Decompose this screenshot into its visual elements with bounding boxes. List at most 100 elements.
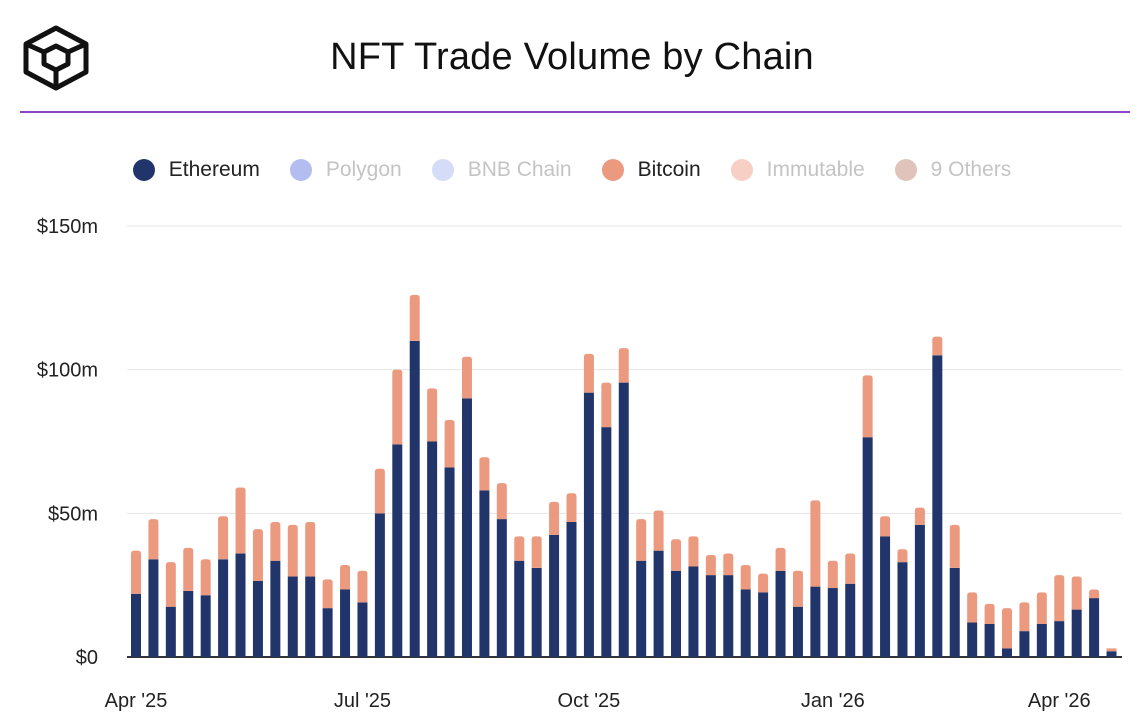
bar-bitcoin[interactable] [305, 521, 316, 577]
bar-bitcoin[interactable] [775, 547, 786, 571]
bar-bitcoin[interactable] [984, 603, 995, 624]
bar-bitcoin[interactable] [1089, 589, 1100, 599]
bar-ethereum[interactable] [165, 606, 176, 657]
bar-bitcoin[interactable] [566, 493, 577, 522]
bar-bitcoin[interactable] [374, 468, 385, 514]
bar-bitcoin[interactable] [357, 570, 368, 603]
bar-bitcoin[interactable] [496, 483, 507, 520]
bar-bitcoin[interactable] [618, 348, 629, 383]
bar-ethereum[interactable] [200, 595, 211, 657]
bar-bitcoin[interactable] [131, 550, 141, 594]
bar-bitcoin[interactable] [740, 565, 751, 590]
bar-ethereum[interactable] [566, 521, 577, 657]
bar-bitcoin[interactable] [461, 356, 472, 399]
bar-bitcoin[interactable] [705, 554, 716, 576]
legend-item-ethereum[interactable]: Ethereum [132, 158, 260, 182]
bar-ethereum[interactable] [618, 382, 629, 657]
bar-ethereum[interactable] [148, 559, 159, 657]
bar-bitcoin[interactable] [1036, 592, 1047, 624]
bar-ethereum[interactable] [845, 583, 856, 657]
bar-ethereum[interactable] [183, 590, 194, 657]
bar-bitcoin[interactable] [1019, 602, 1030, 632]
bar-bitcoin[interactable] [914, 507, 925, 525]
bar-ethereum[interactable] [340, 589, 351, 657]
bar-ethereum[interactable] [967, 622, 978, 657]
bar-bitcoin[interactable] [514, 536, 525, 561]
bar-ethereum[interactable] [1002, 648, 1012, 657]
bar-bitcoin[interactable] [723, 553, 734, 576]
bar-ethereum[interactable] [653, 550, 664, 657]
bar-ethereum[interactable] [1089, 598, 1100, 657]
bar-ethereum[interactable] [531, 567, 542, 657]
bar-ethereum[interactable] [897, 562, 908, 657]
bar-bitcoin[interactable] [270, 521, 281, 561]
bar-ethereum[interactable] [461, 398, 472, 657]
bar-ethereum[interactable] [1019, 631, 1030, 657]
bar-ethereum[interactable] [514, 560, 525, 657]
bar-ethereum[interactable] [479, 490, 490, 657]
bar-bitcoin[interactable] [183, 547, 194, 591]
bar-ethereum[interactable] [827, 588, 838, 657]
bar-ethereum[interactable] [235, 553, 246, 657]
bar-bitcoin[interactable] [810, 500, 821, 587]
bar-ethereum[interactable] [688, 566, 699, 657]
bar-ethereum[interactable] [427, 441, 438, 658]
bar-ethereum[interactable] [984, 623, 995, 657]
bar-bitcoin[interactable] [531, 536, 542, 568]
bar-bitcoin[interactable] [1071, 576, 1082, 610]
legend-item-bitcoin[interactable]: Bitcoin [601, 158, 701, 182]
bar-bitcoin[interactable] [287, 524, 298, 577]
bar-bitcoin[interactable] [967, 592, 978, 623]
bar-bitcoin[interactable] [1106, 648, 1117, 652]
bar-ethereum[interactable] [758, 592, 769, 657]
bar-bitcoin[interactable] [862, 375, 873, 438]
bar-bitcoin[interactable] [601, 382, 612, 428]
bar-ethereum[interactable] [131, 593, 141, 657]
bar-ethereum[interactable] [740, 589, 751, 657]
legend-item-9-others[interactable]: 9 Others [894, 158, 1011, 182]
bar-bitcoin[interactable] [932, 336, 943, 356]
bar-bitcoin[interactable] [671, 539, 682, 571]
bar-bitcoin[interactable] [409, 294, 420, 341]
bar-ethereum[interactable] [723, 575, 734, 657]
bar-bitcoin[interactable] [218, 516, 229, 560]
bar-bitcoin[interactable] [444, 419, 455, 468]
bar-ethereum[interactable] [409, 340, 420, 657]
bar-ethereum[interactable] [880, 536, 891, 657]
bar-ethereum[interactable] [810, 586, 821, 657]
bar-ethereum[interactable] [583, 392, 594, 657]
bar-bitcoin[interactable] [653, 510, 664, 551]
bar-ethereum[interactable] [1054, 621, 1065, 657]
bar-ethereum[interactable] [322, 608, 333, 657]
bar-ethereum[interactable] [357, 602, 368, 657]
bar-ethereum[interactable] [932, 355, 943, 657]
bar-ethereum[interactable] [636, 560, 647, 657]
bar-bitcoin[interactable] [165, 562, 176, 607]
bar-ethereum[interactable] [705, 575, 716, 657]
bar-bitcoin[interactable] [758, 573, 769, 593]
bar-ethereum[interactable] [1106, 651, 1117, 657]
bar-bitcoin[interactable] [688, 536, 699, 567]
bar-bitcoin[interactable] [636, 519, 647, 561]
bar-bitcoin[interactable] [880, 516, 891, 537]
bar-ethereum[interactable] [1036, 623, 1047, 657]
bar-bitcoin[interactable] [340, 565, 351, 590]
bar-ethereum[interactable] [444, 467, 455, 657]
bar-bitcoin[interactable] [897, 549, 908, 563]
bar-bitcoin[interactable] [427, 388, 438, 442]
bar-bitcoin[interactable] [148, 519, 159, 560]
bar-ethereum[interactable] [792, 606, 803, 657]
bar-ethereum[interactable] [949, 567, 960, 657]
legend-item-immutable[interactable]: Immutable [730, 158, 865, 182]
bar-bitcoin[interactable] [322, 579, 333, 609]
bar-bitcoin[interactable] [549, 501, 560, 535]
bar-bitcoin[interactable] [949, 524, 960, 568]
bar-ethereum[interactable] [914, 524, 925, 657]
bar-ethereum[interactable] [270, 560, 281, 657]
legend-item-bnb-chain[interactable]: BNB Chain [431, 158, 572, 182]
bar-bitcoin[interactable] [583, 353, 594, 393]
bar-ethereum[interactable] [392, 444, 403, 657]
bar-ethereum[interactable] [862, 437, 873, 657]
bar-bitcoin[interactable] [252, 529, 263, 581]
bar-ethereum[interactable] [496, 519, 507, 657]
